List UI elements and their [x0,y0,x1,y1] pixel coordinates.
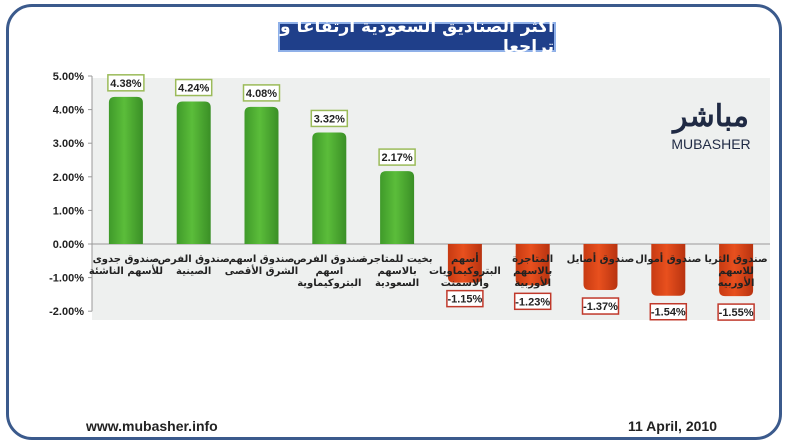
logo-arabic-text: مباشر [673,99,749,134]
category-label: البتروكيماويات [429,266,501,277]
category-label: بالاسهم [377,266,416,277]
category-label: صندوق أموال [635,252,701,265]
data-label-box [717,303,755,321]
category-label: اسهم [315,266,343,277]
data-label-box [310,109,349,128]
y-tick-label: -1.00% [49,273,84,285]
y-tick-label: 1.00% [53,205,84,217]
data-label: -1.54% [651,307,686,319]
category-label: والاسمنت [441,278,489,289]
data-label-box [242,84,281,102]
footer-date: 11 April, 2010 [628,418,717,434]
category-label: المتاجرة [512,254,553,265]
y-tick-label: 2.00% [53,172,84,184]
data-label-box [446,289,484,308]
data-label: -1.23% [515,296,550,308]
bar-positive [176,101,211,244]
y-tick-label: -2.00% [49,306,84,318]
data-label-box [513,292,552,311]
logo-latin-text: MUBASHER [671,136,751,152]
category-label: الشرق الأقصى [225,264,298,277]
category-label: صندوق جدوى [93,254,160,265]
data-label: -1.55% [719,307,754,319]
category-label: صندوق الفرص [158,254,230,265]
category-label: صندوق اسهم [229,254,295,265]
data-label: -1.15% [447,294,482,306]
footer-url: www.mubasher.info [86,418,218,434]
data-label-box [581,297,620,315]
category-label: صندوق الثريا [705,254,768,265]
data-label: 4.24% [178,83,209,95]
data-label-box [107,74,145,92]
bar-negative [447,244,482,283]
category-label: صندوق الفرص [293,254,365,265]
category-label: الأوربية [514,276,551,289]
data-label-box [174,78,213,97]
data-label: -1.37% [583,301,618,313]
bar-negative [583,244,618,291]
bar-positive [380,171,415,244]
data-label: 3.32% [314,113,345,125]
data-label-box [649,302,688,321]
data-label: 4.08% [246,88,277,100]
category-label: البتروكيماوية [297,278,361,289]
data-label: 4.38% [110,78,141,90]
y-tick-label: 0.00% [53,239,84,251]
y-tick-label: 3.00% [53,138,84,150]
bar-positive [312,132,347,244]
y-tick-label: 5.00% [53,71,84,83]
category-label: الأوربيه [718,276,755,289]
bar-negative [651,244,686,296]
bar-negative [515,244,550,286]
category-label: بالاسهم [513,266,552,277]
category-label: السعودية [375,278,419,289]
category-label: صندوق أصايل [567,252,635,265]
y-tick-label: 4.00% [53,105,84,117]
category-label: للأسهم الناشئة [89,264,163,277]
bar-positive [244,106,279,244]
category-label: الصينية [176,266,211,277]
data-label-box [378,148,416,166]
data-label: 2.17% [381,152,412,164]
chart-title: أكثر الصناديق السعودية ارتفاعا و تراجعا [278,17,556,57]
category-label: للاسهم [718,266,754,277]
category-label: بخيت للمتاجرة [362,254,433,265]
bar-positive [108,96,143,244]
mubasher-logo: مباشر MUBASHER [660,100,760,160]
bar-negative [719,244,754,297]
category-label: أسهم [451,252,479,265]
